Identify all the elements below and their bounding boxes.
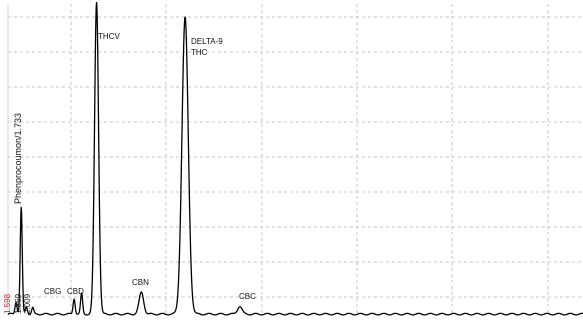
peak-label-1869: 1.869 xyxy=(14,293,23,314)
peak-label-cbn: CBN xyxy=(132,278,149,287)
grid xyxy=(7,4,583,316)
peak-label-delta9-line1: DELTA-9 xyxy=(191,37,223,46)
peak-label-thcv: THCV xyxy=(98,32,120,41)
peak-label-1598: 1.598 xyxy=(3,293,12,314)
peak-label-cbd: CBD xyxy=(67,287,84,296)
peak-label-phenprocoumon: Phenprocoumon/1.733 xyxy=(13,113,23,204)
chromatogram-trace xyxy=(7,1,583,316)
peak-label-cbc: CBC xyxy=(239,292,256,301)
peak-label-cbg: CBG xyxy=(44,287,61,296)
peak-label-2009: 2.009 xyxy=(23,293,32,314)
peak-label-delta9-line2: THC xyxy=(191,48,208,57)
